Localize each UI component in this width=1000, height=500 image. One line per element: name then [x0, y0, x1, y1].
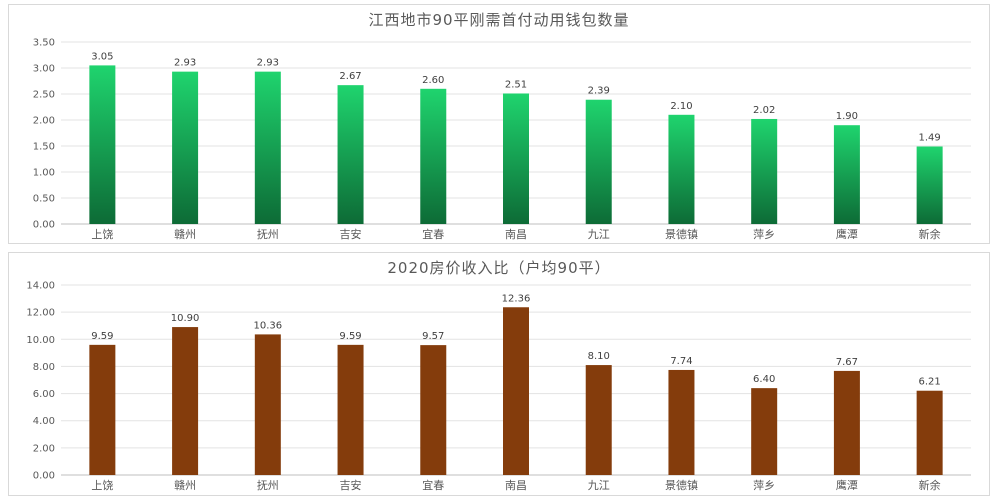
y-tick-label: 8.00 — [33, 362, 55, 373]
bar-吉安 — [337, 85, 364, 224]
y-tick-label: 2.50 — [33, 90, 55, 101]
y-tick-label: 14.00 — [26, 281, 55, 292]
x-category-label: 九江 — [588, 228, 610, 241]
x-category-label: 鹰潭 — [836, 478, 858, 492]
y-tick-label: 12.00 — [26, 308, 55, 319]
price-income-ratio-chart: 2020房价收入比（户均90平） 0.00 2.00 4.00 6.00 8.00 10.… — [26, 259, 971, 492]
price-income-ratio-chart-panel: 2020房价收入比（户均90平） 0.00 2.00 4.00 6.00 8.00 10.… — [8, 252, 990, 496]
x-category-label: 吉安 — [340, 478, 362, 492]
data-label: 7.67 — [836, 357, 858, 368]
bar-新余 — [916, 146, 943, 224]
wallet-count-chart: 江西地市90平刚需首付动用钱包数量 0.00 0.50 1.00 1.50 2.00 2.… — [33, 11, 971, 241]
bar-新余 — [916, 390, 943, 475]
bar-南昌 — [503, 93, 529, 224]
x-category-label: 南昌 — [505, 228, 527, 241]
data-label: 6.40 — [753, 374, 775, 385]
x-category-label: 上饶 — [91, 479, 113, 492]
y-tick-label: 2.00 — [33, 443, 55, 454]
y-tick-label: 6.00 — [33, 389, 55, 400]
data-label: 10.36 — [253, 320, 282, 331]
data-label: 9.59 — [91, 331, 113, 342]
data-label: 2.02 — [753, 105, 775, 116]
data-label: 12.36 — [502, 293, 531, 304]
x-category-label: 南昌 — [505, 479, 527, 492]
bar-景德镇 — [668, 369, 695, 475]
chart-title: 江西地市90平刚需首付动用钱包数量 — [368, 11, 629, 29]
data-label: 2.67 — [339, 71, 361, 82]
y-tick-label: 4.00 — [33, 416, 55, 427]
bar-赣州 — [172, 327, 199, 475]
data-label: 1.49 — [919, 133, 941, 144]
bar-宜春 — [420, 345, 447, 475]
data-label: 8.10 — [588, 351, 610, 362]
data-label: 10.90 — [171, 313, 200, 324]
bar-宜春 — [420, 88, 447, 224]
bar-赣州 — [172, 71, 199, 224]
bar-景德镇 — [668, 114, 695, 224]
x-category-label: 上饶 — [91, 228, 113, 241]
x-category-label: 鹰潭 — [836, 227, 858, 241]
x-category-label: 吉安 — [340, 227, 362, 241]
data-label: 2.93 — [257, 58, 279, 69]
bar-抚州 — [254, 71, 281, 224]
y-tick-label: 2.00 — [33, 116, 55, 127]
x-category-label: 赣州 — [174, 478, 196, 492]
x-category-label: 抚州 — [257, 227, 279, 241]
data-label: 1.90 — [836, 111, 858, 122]
data-label: 7.74 — [670, 356, 692, 367]
bar-南昌 — [503, 307, 529, 475]
x-category-label: 新余 — [919, 227, 941, 241]
y-tick-label: 1.50 — [33, 142, 55, 153]
data-label: 2.60 — [422, 75, 444, 86]
bar-鹰潭 — [833, 370, 860, 475]
bar-上饶 — [89, 65, 116, 225]
x-category-label: 萍乡 — [753, 479, 775, 492]
data-label: 2.10 — [670, 101, 692, 112]
data-label: 3.05 — [91, 51, 113, 62]
data-label: 6.21 — [919, 377, 941, 388]
wallet-count-chart-panel: 江西地市90平刚需首付动用钱包数量 0.00 0.50 1.00 1.50 2.00 2.… — [8, 4, 990, 244]
x-category-label: 景德镇 — [665, 478, 698, 492]
y-tick-label: 0.00 — [33, 471, 55, 482]
bar-萍乡 — [751, 118, 778, 224]
x-category-label: 抚州 — [257, 478, 279, 492]
bar-上饶 — [89, 344, 116, 475]
x-category-label: 萍乡 — [753, 228, 775, 241]
x-category-label: 宜春 — [422, 478, 444, 492]
y-tick-label: 0.50 — [33, 194, 55, 205]
data-label: 9.59 — [339, 331, 361, 342]
x-category-label: 赣州 — [174, 227, 196, 241]
bar-抚州 — [254, 334, 281, 475]
bar-鹰潭 — [833, 125, 860, 224]
data-label: 2.51 — [505, 79, 527, 90]
y-tick-label: 0.00 — [33, 220, 55, 231]
data-label: 2.39 — [588, 86, 610, 97]
x-category-label: 景德镇 — [665, 227, 698, 241]
x-category-label: 九江 — [588, 479, 610, 492]
y-tick-label: 10.00 — [26, 335, 55, 346]
y-tick-label: 3.00 — [33, 64, 55, 75]
y-tick-label: 1.00 — [33, 168, 55, 179]
chart-title: 2020房价收入比（户均90平） — [387, 259, 610, 277]
data-label: 2.93 — [174, 58, 196, 69]
bar-九江 — [585, 365, 612, 475]
bar-萍乡 — [751, 388, 778, 475]
bar-九江 — [585, 99, 612, 224]
data-label: 9.57 — [422, 331, 444, 342]
x-category-label: 宜春 — [422, 227, 444, 241]
y-tick-label: 3.50 — [33, 38, 55, 49]
bar-吉安 — [337, 344, 364, 475]
x-category-label: 新余 — [919, 478, 941, 492]
